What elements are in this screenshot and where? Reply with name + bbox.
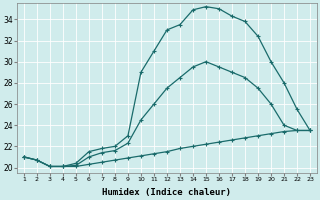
X-axis label: Humidex (Indice chaleur): Humidex (Indice chaleur) [102,188,231,197]
